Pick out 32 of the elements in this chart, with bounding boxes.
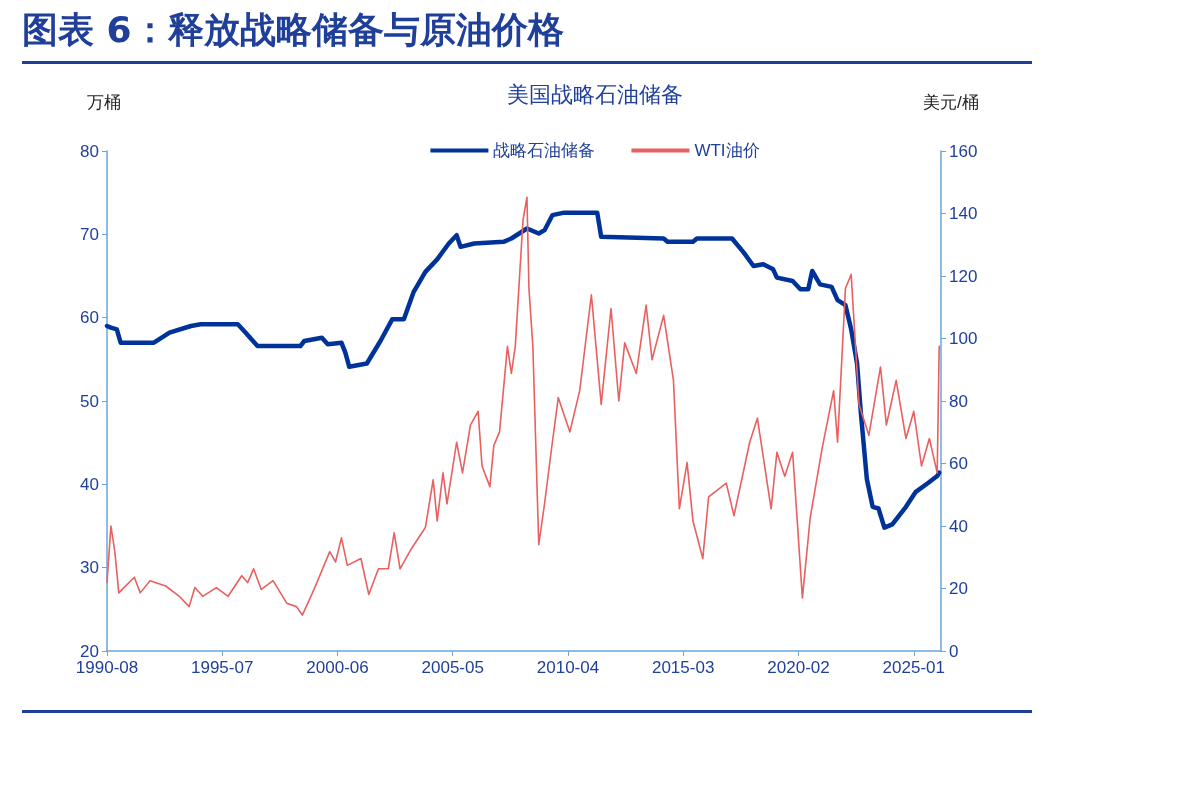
x-tick-label: 1990-08 [75,658,139,677]
y2-tick-label: 80 [949,391,968,411]
y-tick-label: 50 [80,391,99,411]
x-tick-label: 2010-04 [536,658,600,677]
line-series [106,196,940,616]
chart-title: 图表 6：释放战略储备与原油价格 [22,6,1032,64]
y-tick-label: 70 [80,224,99,244]
legend-label: 战略石油储备 [493,141,596,160]
y2-tick-label: 20 [949,579,968,598]
legend-label: WTI油价 [694,141,760,160]
chart-subtitle: 美国战略石油储备 [507,81,683,107]
y2-tick-label: 0 [949,641,959,661]
y2-tick-label: 160 [949,141,978,161]
x-tick-label: 2025-01 [882,658,945,677]
y-tick-label: 60 [80,308,99,328]
y-axis-title: 万桶 [87,93,121,112]
y2-tick-label: 140 [949,204,978,223]
y-tick-label: 40 [80,474,99,494]
y2-tick-label: 40 [949,516,968,536]
x-tick-label: 1995-07 [191,658,254,677]
y2-tick-label: 60 [949,454,968,473]
y-tick-label: 30 [80,558,99,578]
line-series [104,210,942,530]
y2-tick-label: 120 [949,266,978,286]
x-tick-label: 2015-03 [651,658,715,677]
x-tick-label: 2005-05 [421,658,484,677]
y2-tick-label: 100 [949,329,978,348]
y-tick-label: 20 [80,641,99,661]
x-tick-label: 2020-02 [767,658,830,677]
y2-axis-title: 美元/桶 [923,93,979,112]
y-tick-label: 80 [80,141,99,161]
x-tick-label: 2000-06 [306,658,369,677]
